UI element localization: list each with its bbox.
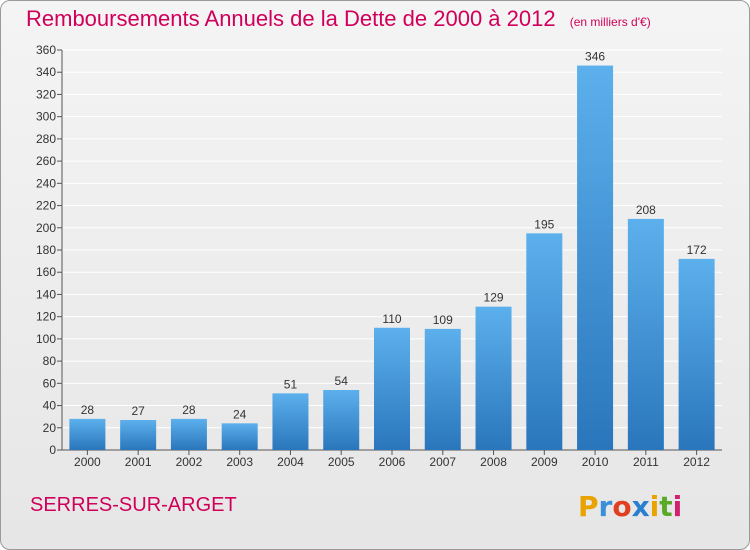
- y-tick-label: 120: [36, 310, 56, 324]
- x-tick-label: 2007: [429, 455, 456, 469]
- bar: [678, 258, 715, 450]
- y-tick-label: 160: [36, 265, 56, 279]
- data-label: 172: [687, 243, 707, 257]
- data-label: 51: [284, 377, 298, 391]
- y-tick-label: 360: [36, 43, 56, 57]
- y-tick-label: 320: [36, 87, 56, 101]
- bar: [120, 420, 157, 450]
- x-tick-label: 2003: [226, 455, 253, 469]
- bar: [272, 393, 309, 450]
- y-tick-label: 240: [36, 176, 56, 190]
- logo-letter: i: [649, 490, 660, 523]
- bar: [374, 327, 410, 450]
- y-tick-label: 280: [36, 132, 56, 146]
- y-tick-label: 0: [49, 443, 56, 457]
- data-label: 54: [335, 374, 349, 388]
- logo-letter: P: [578, 490, 599, 523]
- bar: [221, 423, 258, 450]
- y-tick-label: 60: [43, 376, 57, 390]
- x-tick-label: 2008: [480, 455, 507, 469]
- y-tick-label: 340: [36, 65, 56, 79]
- x-tick-label: 2000: [74, 455, 101, 469]
- bar: [69, 418, 106, 450]
- x-tick-label: 2011: [633, 455, 659, 469]
- data-label: 109: [433, 313, 453, 327]
- logo-letter: x: [631, 490, 650, 523]
- y-tick-label: 40: [43, 399, 57, 413]
- chart-title-block: Remboursements Annuels de la Dette de 20…: [26, 6, 651, 32]
- labels: 28 2000 27 2001 28 2002 24 2003 51 2004 54 2005 110 2…: [74, 50, 710, 469]
- y-tick-label: 80: [43, 354, 57, 368]
- y-tick-label: 100: [36, 332, 56, 346]
- x-tick-label: 2001: [125, 455, 152, 469]
- x-tick-label: 2009: [531, 455, 558, 469]
- logo-letter: t: [659, 490, 673, 523]
- y-tick-label: 300: [36, 110, 56, 124]
- logo-letter: i: [672, 490, 683, 523]
- data-label: 346: [585, 50, 605, 64]
- data-label: 195: [534, 217, 554, 231]
- y-tick-label: 220: [36, 199, 56, 213]
- bars: [69, 65, 715, 451]
- y-tick-label: 180: [36, 243, 56, 257]
- data-label: 28: [182, 403, 196, 417]
- data-label: 129: [484, 291, 504, 305]
- proxiti-logo: Proxiti: [578, 490, 682, 523]
- x-tick-label: 2005: [328, 455, 355, 469]
- chart-unit: (en milliers d'€): [569, 15, 651, 29]
- y-tick-label: 260: [36, 154, 56, 168]
- data-label: 24: [233, 407, 247, 421]
- commune-name: SERRES-SUR-ARGET: [30, 494, 237, 516]
- y-tick-label: 140: [36, 287, 56, 301]
- data-label: 110: [382, 312, 401, 326]
- bar: [323, 390, 360, 450]
- bar: [424, 328, 461, 450]
- bar: [475, 306, 512, 450]
- bar: [577, 65, 614, 451]
- x-tick-label: 2010: [582, 455, 609, 469]
- chart-title: Remboursements Annuels de la Dette de 20…: [26, 6, 556, 31]
- x-tick-label: 2012: [683, 455, 710, 469]
- x-tick-label: 2004: [277, 455, 304, 469]
- logo-letter: r: [598, 490, 613, 523]
- y-tick-label: 20: [43, 421, 57, 435]
- data-label: 28: [81, 403, 95, 417]
- bar: [526, 233, 563, 450]
- data-label: 208: [636, 203, 656, 217]
- y-tick-label: 200: [36, 221, 56, 235]
- x-tick-label: 2006: [379, 455, 406, 469]
- bar: [627, 218, 664, 450]
- bar: [170, 418, 207, 450]
- data-label: 27: [131, 404, 145, 418]
- x-tick-label: 2002: [176, 455, 203, 469]
- logo-letter: o: [612, 490, 632, 523]
